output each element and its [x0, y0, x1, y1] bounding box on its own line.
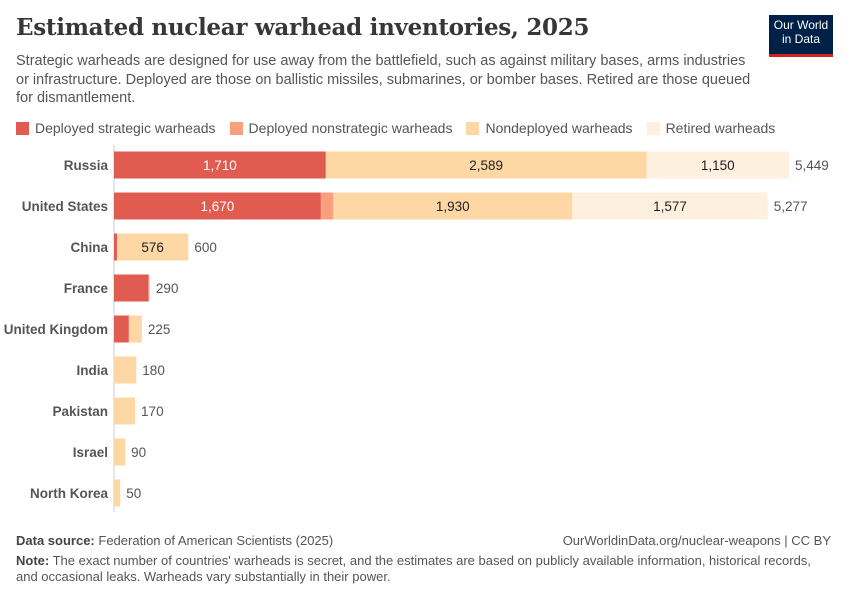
data-source: Data source: Federation of American Scie…: [16, 533, 333, 548]
bar-segment: [148, 274, 150, 302]
note-label: Note:: [16, 553, 50, 568]
note-text: The exact number of countries' warheads …: [16, 553, 811, 584]
bar-segment: [114, 438, 126, 466]
chart-title: Estimated nuclear warhead inventories, 2…: [16, 14, 590, 41]
data-label: 2,589: [469, 158, 503, 173]
source-text: Federation of American Scientists (2025): [98, 533, 334, 548]
legend-swatch: [229, 121, 243, 135]
bar-segment: [114, 397, 136, 425]
bar-segment: [333, 192, 573, 220]
legend-label: Retired warheads: [665, 120, 776, 136]
legend-label: Deployed strategic warheads: [35, 120, 216, 136]
legend-item[interactable]: Retired warheads: [646, 120, 776, 136]
category-label: China: [70, 240, 108, 255]
category-label: India: [76, 363, 108, 378]
bar-segment: [572, 192, 768, 220]
data-label: 1,710: [203, 158, 237, 173]
category-label: North Korea: [30, 486, 108, 501]
bar-chart: Russia 1,710 2,589 1,150 5,449 United States 1…: [4, 145, 829, 512]
bar-segment: [114, 274, 149, 302]
chart-subtitle: Strategic warheads are designed for use …: [16, 53, 751, 106]
total-label: 90: [131, 445, 146, 460]
category-label: United Kingdom: [4, 322, 108, 337]
bar-segment: [114, 356, 137, 384]
data-label: 1,930: [436, 199, 470, 214]
category-label: Pakistan: [52, 404, 108, 419]
total-label: 225: [148, 322, 171, 337]
legend-item[interactable]: Nondeployed warheads: [466, 120, 633, 136]
data-label: 576: [141, 240, 164, 255]
bar-segment: [116, 233, 189, 261]
total-label: 5,277: [774, 199, 808, 214]
bar-segment: [320, 192, 334, 220]
legend-item[interactable]: Deployed nonstrategic warheads: [229, 120, 453, 136]
legend-swatch: [646, 121, 660, 135]
data-label: 1,150: [701, 158, 735, 173]
bar-segment: [114, 315, 129, 343]
legend-label: Nondeployed warheads: [485, 120, 633, 136]
source-url[interactable]: OurWorldinData.org/nuclear-weapons | CC …: [562, 533, 831, 548]
total-label: 50: [126, 486, 141, 501]
category-label: Russia: [64, 158, 109, 173]
total-label: 180: [142, 363, 165, 378]
total-label: 290: [156, 281, 179, 296]
category-label: France: [64, 281, 109, 296]
bar-segment: [325, 151, 647, 179]
data-label: 1,577: [653, 199, 687, 214]
legend-swatch: [16, 121, 29, 135]
legend: Deployed strategic warheads Deployed nons…: [16, 120, 775, 136]
bar-segment: [114, 151, 326, 179]
note: Note: The exact number of countries' war…: [16, 553, 836, 585]
total-label: 170: [141, 404, 164, 419]
category-label: Israel: [73, 445, 108, 460]
total-label: 600: [194, 240, 217, 255]
legend-swatch: [466, 121, 480, 135]
category-label: United States: [22, 199, 108, 214]
bar-segment: [114, 479, 121, 507]
legend-item[interactable]: Deployed strategic warheads: [16, 120, 216, 136]
bar-segment: [646, 151, 789, 179]
source-label: Data source:: [16, 533, 95, 548]
owid-logo[interactable]: Our World in Data: [769, 15, 833, 57]
logo-text: Our World in Data: [773, 18, 829, 46]
data-label: 1,670: [201, 199, 235, 214]
legend-label: Deployed nonstrategic warheads: [248, 120, 453, 136]
bar-segment: [114, 233, 117, 261]
bar-segment: [114, 192, 321, 220]
total-label: 5,449: [795, 158, 829, 173]
bar-segment: [128, 315, 142, 343]
